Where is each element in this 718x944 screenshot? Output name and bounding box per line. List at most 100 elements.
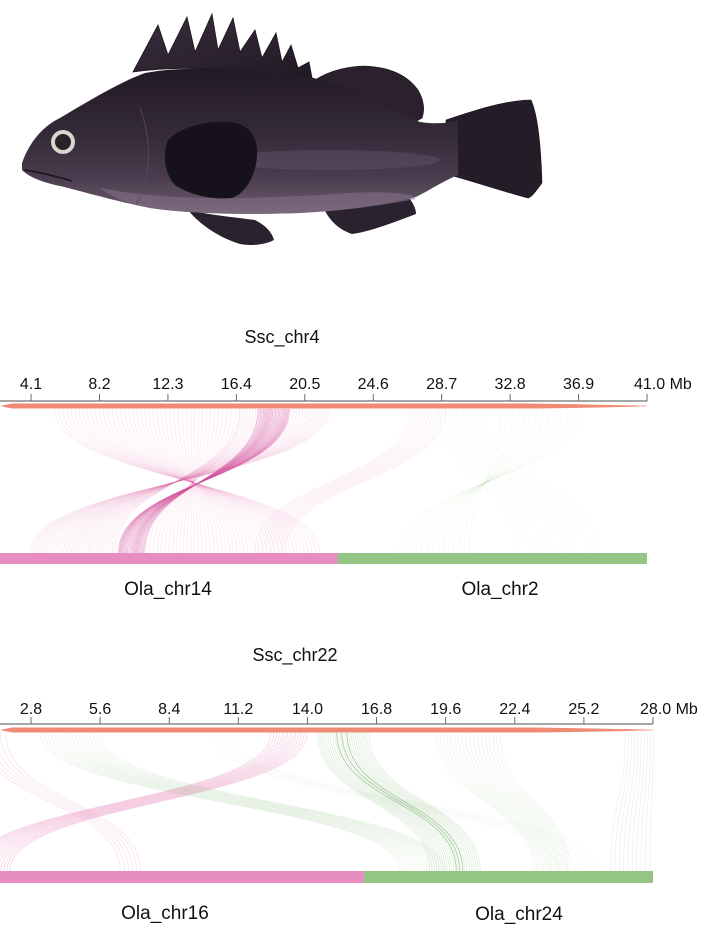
tick-label: 24.6 bbox=[358, 376, 389, 393]
synteny-link bbox=[450, 732, 544, 872]
synteny-link bbox=[73, 408, 284, 554]
synteny-link bbox=[329, 732, 444, 872]
synteny-links bbox=[0, 732, 654, 872]
fish-belly bbox=[100, 188, 416, 214]
synteny-link bbox=[116, 408, 264, 554]
synteny-link bbox=[136, 408, 245, 554]
top-axis: 4.1 8.2 12.3 16.4 20.5 24.6 28.7 32.8 36.9 41.0 M… bbox=[0, 376, 692, 402]
synteny-panel-ssc-chr4: Ssc_chr4 4.1 8.2 12.3 16.4 20.5 24.6 28.7 32.8 3… bbox=[0, 327, 692, 600]
synteny-link bbox=[183, 408, 204, 554]
synteny-link bbox=[439, 732, 537, 872]
synteny-link bbox=[179, 408, 207, 554]
synteny-link bbox=[138, 408, 266, 554]
synteny-link bbox=[614, 732, 629, 872]
synteny-links bbox=[29, 408, 599, 554]
synteny-link bbox=[98, 408, 257, 554]
synteny-link bbox=[323, 732, 438, 872]
synteny-link bbox=[215, 732, 568, 872]
synteny-link bbox=[132, 408, 272, 554]
caudal-fin bbox=[445, 99, 543, 199]
synteny-link bbox=[68, 732, 422, 872]
synteny-link bbox=[96, 732, 443, 872]
synteny-link bbox=[141, 408, 262, 554]
bottom-chromosome-bars bbox=[0, 553, 647, 564]
synteny-link bbox=[337, 732, 450, 872]
bottom-chromosome-bars bbox=[0, 871, 653, 883]
synteny-link bbox=[278, 408, 440, 554]
synteny-link bbox=[0, 732, 291, 853]
tick-label: 41.0 Mb bbox=[634, 376, 692, 393]
synteny-link bbox=[117, 408, 290, 554]
synteny-link bbox=[65, 408, 292, 554]
bottom-chromosome-bar bbox=[0, 553, 338, 564]
synteny-link bbox=[499, 732, 571, 872]
bottom-chromosome-bar bbox=[364, 871, 653, 883]
synteny-link bbox=[46, 408, 312, 554]
tick-label: 19.6 bbox=[430, 701, 461, 718]
synteny-link bbox=[78, 408, 298, 554]
synteny-link bbox=[284, 408, 446, 554]
synteny-link bbox=[222, 732, 584, 872]
synteny-link bbox=[492, 732, 566, 872]
synteny-link bbox=[9, 732, 308, 872]
synteny-link bbox=[164, 408, 224, 554]
synteny-link bbox=[432, 408, 544, 554]
synteny-link bbox=[148, 408, 234, 554]
top-chromosome-title: Ssc_chr4 bbox=[244, 327, 319, 348]
synteny-link bbox=[96, 408, 260, 554]
synteny-link bbox=[54, 408, 304, 554]
synteny-link bbox=[57, 408, 301, 554]
synteny-link bbox=[85, 408, 271, 554]
synteny-link bbox=[143, 408, 260, 554]
synteny-link bbox=[93, 408, 263, 554]
synteny-link bbox=[136, 408, 268, 554]
synteny-link bbox=[175, 408, 211, 554]
synteny-link bbox=[98, 408, 280, 554]
synteny-link bbox=[469, 732, 555, 872]
synteny-link bbox=[119, 408, 288, 554]
synteny-link bbox=[339, 732, 452, 872]
synteny-link bbox=[128, 408, 278, 554]
synteny-link bbox=[40, 732, 401, 872]
synteny-link bbox=[3, 732, 302, 872]
synteny-link bbox=[474, 408, 588, 554]
synteny-link bbox=[135, 408, 269, 554]
synteny-link bbox=[58, 732, 414, 872]
synteny-link bbox=[54, 408, 321, 554]
top-chromosome-bar bbox=[0, 403, 647, 409]
synteny-link bbox=[477, 732, 558, 872]
synteny-link bbox=[443, 732, 540, 872]
synteny-link bbox=[268, 408, 426, 554]
synteny-link bbox=[0, 732, 272, 838]
synteny-link bbox=[123, 408, 284, 554]
synteny-link bbox=[363, 732, 477, 872]
synteny-link bbox=[103, 408, 276, 554]
synteny-link bbox=[488, 732, 564, 872]
top-chromosome-title: Ssc_chr22 bbox=[252, 645, 337, 666]
synteny-link bbox=[139, 408, 265, 554]
synteny-link bbox=[44, 732, 403, 872]
synteny-link bbox=[0, 767, 125, 872]
synteny-link bbox=[156, 408, 232, 554]
synteny-link bbox=[37, 408, 322, 554]
synteny-link bbox=[426, 408, 550, 554]
synteny-link bbox=[44, 408, 315, 554]
synteny-link bbox=[94, 408, 283, 554]
synteny-link bbox=[140, 408, 263, 554]
synteny-link bbox=[81, 732, 433, 872]
synteny-link bbox=[82, 408, 274, 554]
synteny-link bbox=[106, 408, 248, 554]
synteny-link bbox=[87, 408, 268, 554]
synteny-link bbox=[92, 732, 441, 872]
synteny-link bbox=[152, 408, 237, 554]
synteny-link bbox=[0, 732, 289, 850]
synteny-link bbox=[124, 408, 256, 554]
tick-label: 12.3 bbox=[152, 376, 183, 393]
synteny-link bbox=[78, 408, 279, 554]
synteny-link bbox=[281, 408, 443, 554]
synteny-link bbox=[172, 408, 215, 554]
synteny-link bbox=[435, 732, 535, 872]
synteny-link bbox=[41, 408, 317, 554]
synteny-link bbox=[74, 732, 428, 872]
fish-sheen bbox=[220, 150, 440, 170]
